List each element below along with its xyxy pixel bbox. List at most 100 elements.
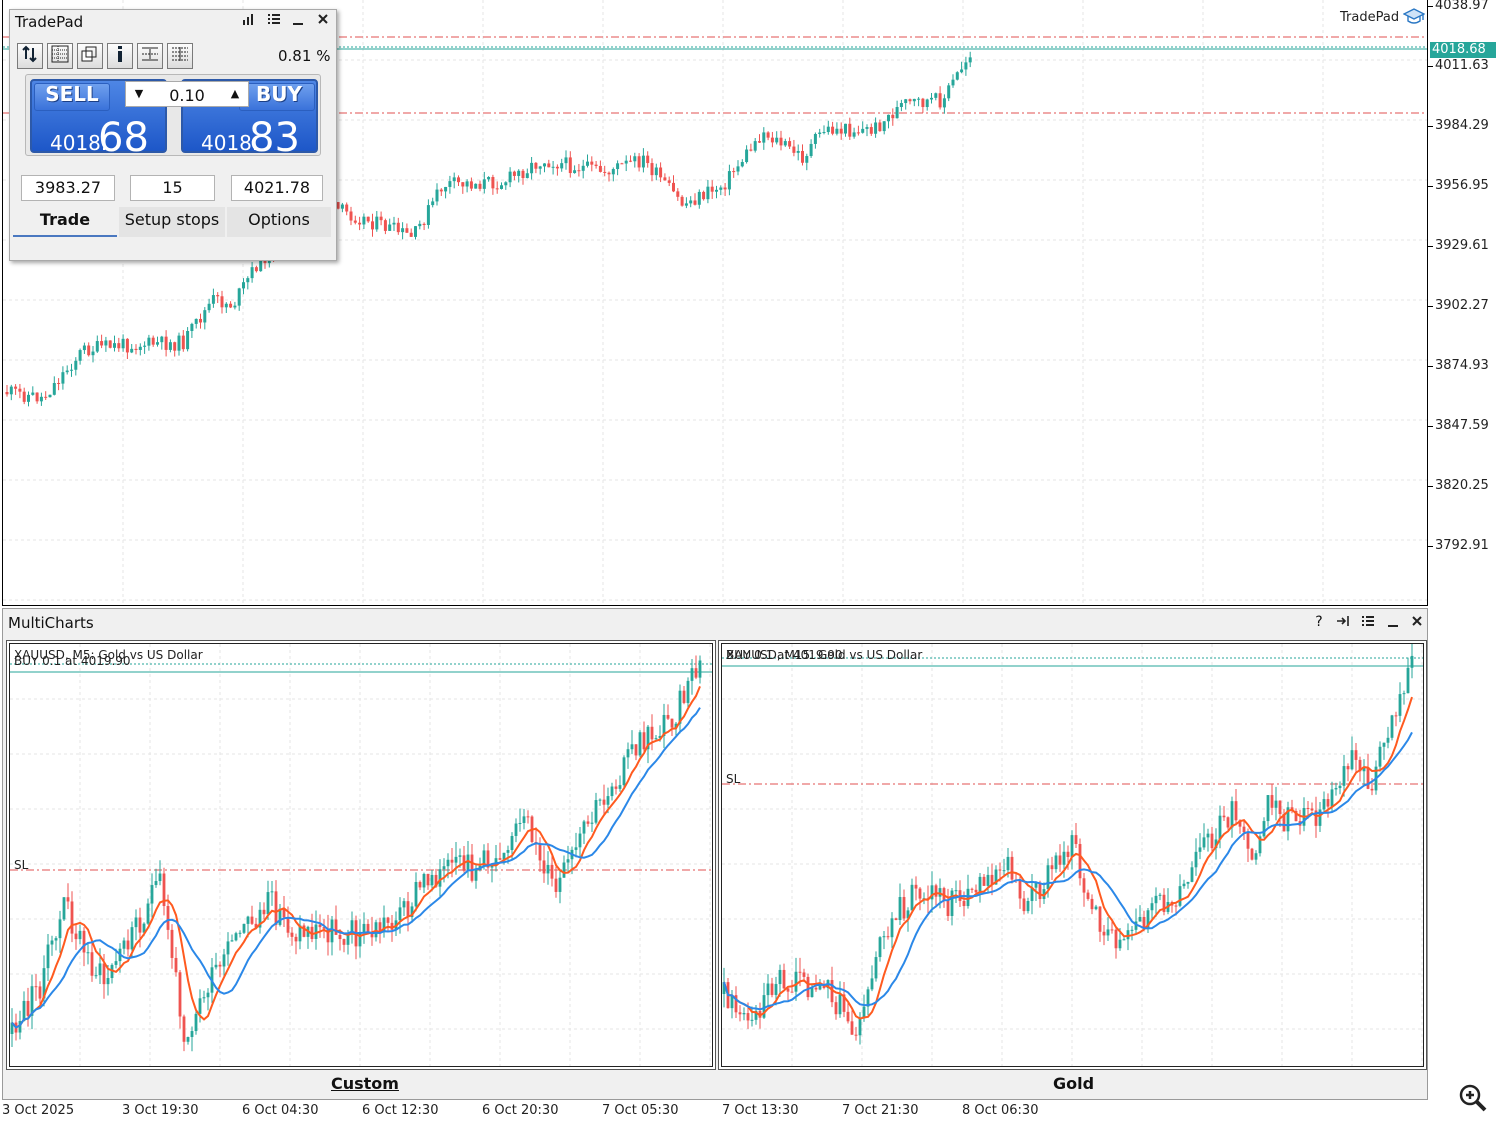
candle-body (430, 874, 434, 886)
candle-body (866, 989, 870, 1007)
candle-body (310, 926, 314, 939)
tab-setup-stops[interactable]: Setup stops (119, 207, 225, 237)
order-table-icon[interactable] (47, 43, 73, 69)
left-subchart-plot[interactable]: XAUUSD, M5: Gold vs US Dollar BUY 0.1 at… (9, 643, 713, 1067)
candle-body (164, 336, 168, 350)
candle-body (1282, 814, 1286, 832)
levels-icon[interactable] (137, 43, 163, 69)
candle-body (578, 833, 582, 848)
multicharts-panel[interactable]: MultiCharts ? XAUUSD, M5: Gold vs US Dol… (2, 608, 1428, 1100)
tab-gold[interactable]: Gold (1053, 1074, 1095, 1093)
candle-body (638, 732, 642, 756)
take-profit-field[interactable]: 4021.78 (231, 175, 323, 201)
list-menu-icon[interactable] (264, 12, 284, 30)
candle-body (798, 971, 802, 973)
tab-trade[interactable]: Trade (13, 207, 117, 237)
main-chart[interactable] (2, 0, 1428, 606)
candle-body (894, 918, 898, 921)
price-tick (1428, 6, 1433, 7)
windows-icon[interactable] (77, 43, 103, 69)
price-tick (1428, 546, 1433, 547)
candle-body (850, 1021, 854, 1035)
candle-body (1114, 929, 1118, 949)
candle-body (590, 161, 594, 165)
close-icon[interactable] (313, 12, 333, 30)
help-icon[interactable]: ? (1315, 614, 1323, 630)
menu-list-icon[interactable] (1358, 614, 1378, 632)
candle-body (994, 869, 998, 885)
minimize-icon[interactable] (288, 12, 308, 30)
sell-price-small: 4018. (50, 131, 108, 155)
left-subchart[interactable]: XAUUSD, M5: Gold vs US Dollar BUY 0.1 at… (6, 640, 716, 1070)
candle-body (734, 995, 738, 1013)
candle-body (370, 931, 374, 938)
candle-body (371, 221, 374, 230)
candle-body (715, 189, 718, 192)
candle-body (258, 909, 262, 928)
stop-loss-field[interactable]: 3983.27 (21, 175, 115, 201)
ma-fast-line (723, 696, 1413, 1020)
candle-body (461, 182, 465, 187)
tab-custom[interactable]: Custom (331, 1074, 399, 1093)
candle-body (766, 983, 770, 996)
candle-body (662, 714, 666, 737)
candle-body (70, 369, 73, 371)
lot-decrease-icon[interactable]: ▼ (134, 87, 144, 100)
zoom-icon[interactable] (1458, 1083, 1488, 1113)
main-chart-canvas[interactable] (3, 0, 1427, 606)
signal-bars-icon[interactable] (238, 12, 258, 30)
lot-size-input[interactable]: ▼ 0.10 ▲ (125, 81, 249, 107)
candle-body (534, 162, 538, 169)
candle-body (74, 360, 78, 370)
candle-body (406, 901, 410, 918)
candle-body (31, 392, 35, 395)
candle-body (794, 971, 798, 992)
candle-body (960, 69, 964, 73)
candle-body (736, 166, 740, 172)
candle-body (603, 171, 607, 173)
candle-body (1202, 837, 1206, 848)
candle-body (1002, 870, 1006, 872)
candle-body (294, 936, 298, 942)
candle-body (91, 351, 95, 356)
candle-body (813, 133, 817, 144)
candle-body (622, 757, 626, 786)
sell-button[interactable]: SELL 4018. 68 (30, 79, 167, 161)
minimize-icon[interactable] (1383, 614, 1403, 632)
left-subchart-canvas[interactable] (10, 644, 713, 1067)
grid-lines-icon[interactable] (167, 43, 193, 69)
swap-direction-icon[interactable] (17, 43, 43, 69)
right-sl-label: SL (726, 772, 741, 786)
lot-increase-icon[interactable]: ▲ (230, 87, 240, 100)
candle-body (95, 341, 99, 352)
candle-body (214, 964, 218, 968)
candle-body (1350, 750, 1354, 770)
tab-options[interactable]: Options (227, 207, 331, 237)
candle-body (852, 132, 856, 137)
candle-body (398, 907, 402, 921)
candle-body (1262, 821, 1266, 837)
candle-body (697, 191, 701, 205)
close-icon[interactable] (1407, 614, 1427, 632)
info-icon[interactable] (107, 43, 133, 69)
right-subchart-canvas[interactable] (722, 644, 1424, 1067)
candle-body (1034, 883, 1038, 888)
candle-body (753, 141, 757, 151)
candle-body (147, 337, 151, 346)
points-field[interactable]: 15 (130, 175, 215, 201)
right-subchart[interactable]: XAUUSD, M15: Gold vs US Dollar BUY 0.1 a… (718, 640, 1427, 1070)
candle-body (211, 295, 215, 304)
right-subchart-plot[interactable]: XAUUSD, M15: Gold vs US Dollar BUY 0.1 a… (721, 643, 1424, 1067)
dock-icon[interactable] (1333, 614, 1353, 632)
candle-body (418, 223, 422, 227)
candle-body (490, 865, 494, 868)
tradepad-panel[interactable]: TradePad 0.81 (9, 9, 337, 261)
candle-body (586, 161, 589, 166)
candle-body (278, 908, 282, 925)
candle-body (431, 201, 435, 206)
candle-body (113, 343, 116, 348)
candle-body (834, 1002, 838, 1015)
price-scale[interactable]: 4038.97 4011.63 3984.29 3956.95 3929.61 3902.… (1428, 0, 1500, 606)
candle-body (684, 203, 688, 206)
